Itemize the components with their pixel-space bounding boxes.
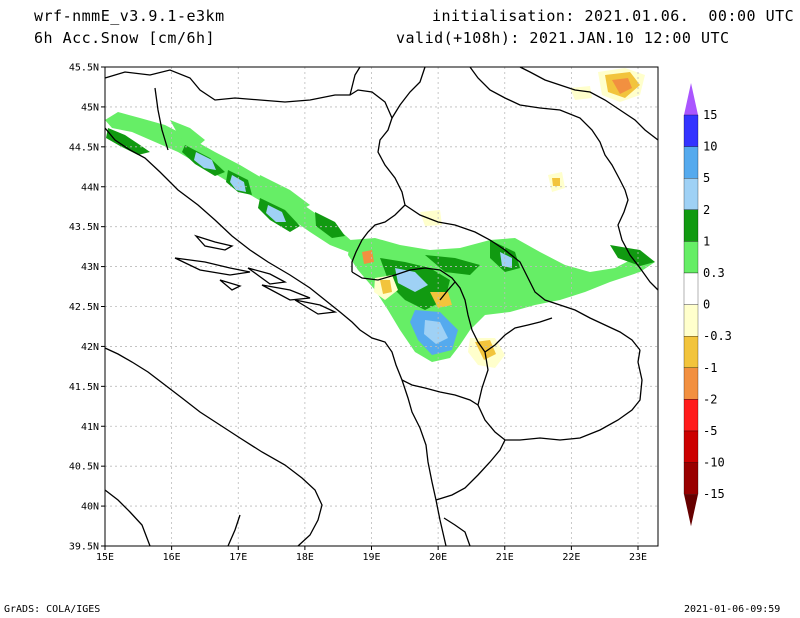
footer-timestamp: 2021-01-06-09:59 (684, 604, 781, 615)
colorbar-level-label: 2 (703, 203, 710, 217)
colorbar-swatch (683, 399, 699, 432)
latitude-label: 42N (81, 342, 99, 353)
longitude-label: 20E (429, 552, 447, 563)
map-plot-area (104, 66, 659, 547)
latitude-label: 45.5N (69, 63, 99, 74)
colorbar-swatch (683, 367, 699, 400)
colorbar-level-label: 0.3 (703, 266, 725, 280)
latitude-label: 42.5N (69, 302, 99, 313)
latitude-label: 44.5N (69, 142, 99, 153)
latitude-label: 43.5N (69, 222, 99, 233)
longitude-label: 21E (496, 552, 514, 563)
longitude-label: 17E (229, 552, 247, 563)
footer-credit: GrADS: COLA/IGES (4, 604, 101, 615)
colorbar-level-label: 0 (703, 298, 710, 312)
longitude-label: 22E (562, 552, 580, 563)
colorbar-level-label: 5 (703, 171, 710, 185)
latitude-label: 43N (81, 262, 99, 273)
colorbar-swatch (683, 209, 699, 242)
colorbar-swatch (683, 462, 699, 495)
field-title: 6h Acc.Snow [cm/6h] (34, 29, 216, 47)
longitude-label: 23E (629, 552, 647, 563)
initialisation-time: initialisation: 2021.01.06. 00:00 UTC (432, 7, 795, 25)
latitude-label: 44N (81, 182, 99, 193)
colorbar-swatch (683, 336, 699, 368)
latitude-tick-labels: 45.5N 45N 44.5N 44N 43.5N 43N 42.5N 42N 41.5N 41N… (69, 63, 105, 553)
colorbar-level-label: -1 (703, 361, 717, 375)
latitude-label: 41.5N (69, 382, 99, 393)
colorbar-swatch (683, 178, 699, 210)
latitude-label: 40N (81, 502, 99, 513)
latitude-label: 45N (81, 102, 99, 113)
colorbar-level-label: 1 (703, 234, 710, 248)
valid-time: valid(+108h): 2021.JAN.10 12:00 UTC (396, 29, 730, 47)
colorbar-top-arrow (684, 83, 698, 115)
colorbar: 15 10 5 2 1 0.3 0 -0.3 -1 -2 -5 -10 -15 (683, 83, 732, 527)
colorbar-swatch (683, 272, 699, 305)
longitude-label: 15E (96, 552, 114, 563)
colorbar-level-label: -15 (703, 487, 725, 501)
longitude-tick-labels: 15E 16E 17E 18E 19E 20E 21E 22E 23E (96, 546, 647, 563)
colorbar-swatch (683, 304, 699, 337)
colorbar-level-label: 15 (703, 108, 717, 122)
colorbar-swatch (683, 146, 699, 179)
colorbar-level-label: 10 (703, 140, 717, 154)
colorbar-level-label: -0.3 (703, 329, 732, 343)
longitude-label: 19E (362, 552, 380, 563)
colorbar-level-label: -2 (703, 392, 717, 406)
colorbar-level-label: -10 (703, 456, 725, 470)
colorbar-swatch (683, 430, 699, 463)
longitude-label: 18E (296, 552, 314, 563)
longitude-label: 16E (163, 552, 181, 563)
colorbar-level-label: -5 (703, 424, 717, 438)
colorbar-bottom-arrow (684, 494, 698, 527)
latitude-label: 41N (81, 422, 99, 433)
colorbar-swatch (683, 114, 699, 147)
colorbar-swatch (683, 241, 699, 274)
coastlines-and-borders (104, 66, 659, 547)
latitude-label: 39.5N (69, 542, 99, 553)
latitude-label: 40.5N (69, 462, 99, 473)
model-title: wrf-nmmE_v3.9.1-e3km (34, 7, 225, 25)
